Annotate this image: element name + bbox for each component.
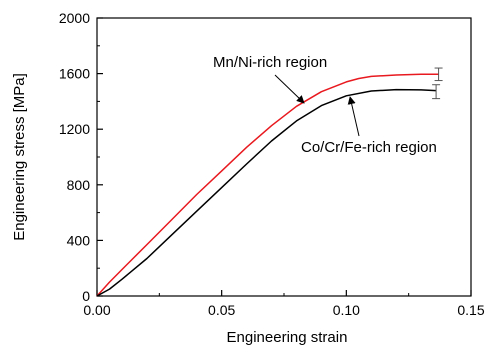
y-axis-label: Engineering stress [MPa] xyxy=(11,73,28,241)
x-axis-label: Engineering strain xyxy=(227,329,348,346)
series-layer xyxy=(96,67,443,297)
series-line-mn-ni xyxy=(96,73,439,297)
y-axis-ticks: 0 400 800 1200 1600 2000 xyxy=(59,10,103,304)
y-tick-label: 0 xyxy=(82,288,90,304)
x-axis-ticks: 0.00 0.05 0.10 0.15 xyxy=(83,290,485,318)
x-tick-label: 0.05 xyxy=(208,302,235,318)
annotation-arrow-co-cr-fe xyxy=(347,96,360,137)
annotation-layer: Mn/Ni-rich region Co/Cr/Fe-rich region xyxy=(213,54,437,156)
x-tick-label: 0.10 xyxy=(333,302,360,318)
series-line-co-cr-fe xyxy=(96,88,437,297)
x-tick-label: 0.15 xyxy=(457,302,484,318)
y-tick-label: 800 xyxy=(67,177,91,193)
y-tick-label: 1600 xyxy=(59,66,90,82)
error-bar xyxy=(432,84,441,100)
annotation-mn-ni: Mn/Ni-rich region xyxy=(213,54,327,71)
y-tick-label: 400 xyxy=(67,232,91,248)
x-tick-label: 0.00 xyxy=(83,302,110,318)
annotation-arrow-mn-ni xyxy=(274,74,305,104)
error-bar xyxy=(434,67,443,82)
y-tick-label: 1200 xyxy=(59,121,90,137)
annotation-co-cr-fe: Co/Cr/Fe-rich region xyxy=(301,139,437,156)
y-tick-label: 2000 xyxy=(59,10,90,26)
